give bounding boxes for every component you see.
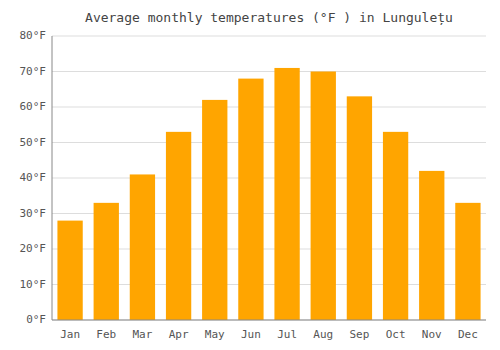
y-tick-label: 30°F [20, 207, 47, 220]
x-tick-label: Sep [349, 328, 369, 341]
background [0, 0, 500, 350]
bar [383, 132, 408, 320]
grid-line [52, 71, 486, 72]
y-tick-label: 0°F [26, 313, 46, 326]
y-tick-label: 40°F [20, 171, 47, 184]
y-tick-label: 20°F [20, 242, 47, 255]
y-tick-labels: 0°F 10°F 20°F 30°F 40°F 50°F 60°F 70°F 80°F [20, 29, 47, 326]
x-tick-label: Nov [422, 328, 442, 341]
bar [238, 79, 263, 320]
chart-svg: Average monthly temperatures (°F ) in Lu… [0, 0, 500, 350]
y-tick-label: 70°F [20, 65, 47, 78]
y-tick-label: 10°F [20, 278, 47, 291]
x-tick-label: Mar [132, 328, 152, 341]
bar [202, 100, 227, 320]
y-axis-line [52, 36, 53, 320]
x-tick-label: Feb [96, 328, 116, 341]
bar [130, 174, 155, 320]
bar [419, 171, 444, 320]
chart-title: Average monthly temperatures (°F ) in Lu… [85, 10, 453, 26]
x-tick-label: Jan [60, 328, 80, 341]
x-axis-line [52, 320, 486, 321]
x-tick-label: Jul [277, 328, 297, 341]
y-tick-label: 60°F [20, 100, 47, 113]
x-tick-label: Aug [313, 328, 333, 341]
y-grid [52, 36, 486, 320]
bar [347, 96, 372, 320]
grid-line [52, 107, 486, 108]
x-tick-label: May [205, 328, 225, 341]
bars [57, 68, 480, 320]
x-tick-label: Dec [458, 328, 478, 341]
bar [94, 203, 119, 320]
bar [311, 72, 336, 321]
grid-line [52, 142, 486, 143]
x-tick-label: Jun [241, 328, 261, 341]
chart-container: Average monthly temperatures (°F ) in Lu… [0, 0, 500, 350]
y-tick-label: 80°F [20, 29, 47, 42]
y-tick-label: 50°F [20, 136, 47, 149]
bar [166, 132, 191, 320]
x-tick-label: Apr [169, 328, 189, 341]
x-tick-labels: Jan Feb Mar Apr May Jun Jul Aug Sep Oct Nov Dec [60, 328, 478, 341]
bar [274, 68, 299, 320]
grid-line [52, 36, 486, 37]
grid-line [52, 320, 486, 321]
bar [57, 221, 82, 320]
bar [455, 203, 480, 320]
x-tick-label: Oct [386, 328, 406, 341]
